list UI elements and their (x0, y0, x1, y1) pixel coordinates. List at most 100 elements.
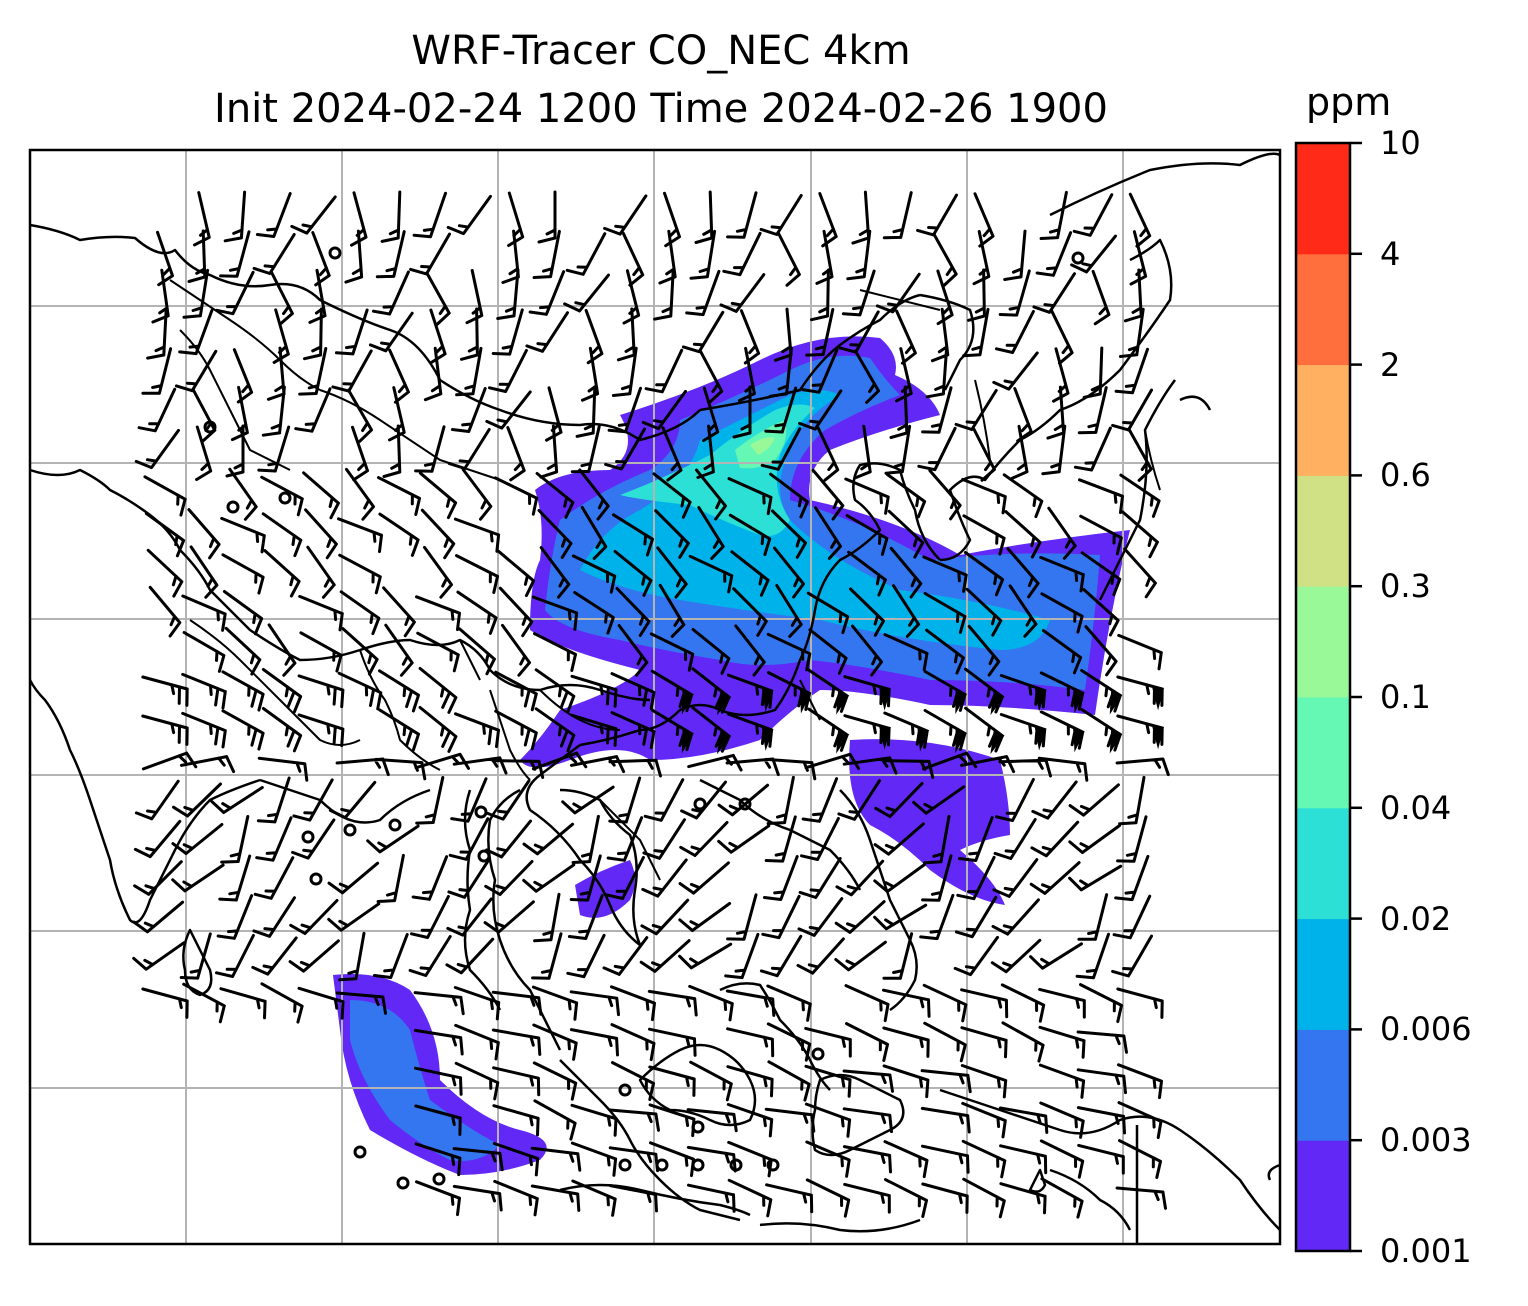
wind-barb (808, 628, 848, 675)
wind-barb (999, 713, 1047, 751)
colorbar-segment (1296, 586, 1350, 698)
wind-barb (450, 777, 488, 823)
wind-barb (1114, 347, 1149, 395)
wind-barb (414, 1066, 463, 1096)
wind-barb (415, 595, 461, 632)
wind-barb (181, 711, 227, 749)
calm-wind-marker (477, 849, 491, 863)
wind-barb (501, 229, 520, 284)
wind-barb (414, 425, 446, 473)
wind-barb (1123, 268, 1143, 323)
wind-barb (1068, 864, 1123, 892)
wind-barb (1077, 386, 1108, 435)
wind-barb (921, 1182, 969, 1214)
wind-barb (834, 900, 886, 934)
wind-barb (453, 517, 501, 553)
calm-wind-markers (203, 246, 1085, 1190)
wind-barb (378, 669, 420, 713)
wind-barb (759, 934, 803, 978)
wind-barb (382, 424, 402, 478)
wind-barb (921, 386, 953, 434)
wind-barb (1070, 234, 1117, 274)
wind-barb (807, 668, 850, 715)
wind-barb (653, 268, 675, 321)
wind-barb (261, 707, 303, 753)
wind-barb (766, 1022, 812, 1062)
wind-barb (303, 307, 323, 361)
wind-barb (565, 232, 607, 276)
colorbar-tick-label: 4 (1380, 234, 1401, 273)
calm-wind-marker (343, 823, 357, 837)
wind-barb (171, 823, 224, 855)
wind-barb (838, 310, 880, 354)
calm-wind-marker (203, 420, 217, 434)
wind-barb (384, 623, 414, 677)
wind-barb (189, 545, 219, 599)
wind-barb (1076, 1106, 1126, 1135)
wind-barb (732, 385, 752, 439)
wind-barb (563, 273, 610, 313)
wind-barb (678, 942, 733, 970)
wind-barb (447, 428, 491, 470)
calm-wind-marker (691, 1120, 705, 1134)
wind-barb (454, 1023, 500, 1061)
wind-barb (608, 1146, 659, 1173)
wind-barb (603, 194, 648, 236)
wind-barb (530, 1184, 581, 1212)
wind-barb (641, 858, 688, 898)
wind-barb (617, 624, 649, 677)
colorbar-tick-label: 0.04 (1380, 788, 1452, 827)
wind-barb (764, 1107, 816, 1133)
wind-barb (875, 272, 921, 314)
wind-barb (187, 229, 207, 283)
wind-barb (263, 549, 301, 598)
wind-barb (1112, 894, 1152, 940)
wind-barb (561, 785, 615, 815)
wind-barb (270, 271, 294, 326)
wind-barb (920, 1106, 971, 1134)
wind-barb (260, 982, 304, 1024)
wind-barb (146, 548, 184, 598)
wind-barb (679, 821, 729, 857)
wind-barb (341, 627, 379, 676)
wind-barb (805, 1140, 851, 1178)
wind-barb (289, 899, 339, 935)
wind-barb (837, 779, 881, 821)
wind-barb (688, 984, 734, 1022)
wind-barb (533, 1099, 577, 1141)
wind-barb (954, 895, 998, 939)
wind-barb (1116, 675, 1165, 711)
wind-barb (882, 191, 913, 240)
wind-barb (678, 902, 732, 932)
wind-barb (1046, 385, 1066, 440)
wind-barb (607, 386, 642, 434)
colorbar-segment (1296, 364, 1350, 476)
wind-barb (923, 1021, 967, 1063)
wind-barb (534, 668, 576, 714)
wind-barb (174, 349, 218, 393)
wind-barb (413, 1028, 464, 1056)
colorbar-segment (1296, 475, 1350, 587)
wind-barb (429, 308, 447, 365)
wind-barb (1039, 1101, 1085, 1139)
wind-barb (567, 894, 604, 940)
calm-wind-marker (766, 1158, 780, 1172)
wind-barb (413, 991, 465, 1016)
wind-barb (1116, 987, 1164, 1019)
calm-wind-marker (729, 1158, 743, 1172)
calm-wind-marker (655, 1158, 669, 1172)
wind-barb (921, 1144, 970, 1174)
wind-barb (531, 595, 579, 631)
wind-barb (1010, 424, 1029, 480)
wind-barb (232, 348, 254, 404)
wind-barbs (132, 190, 1170, 1219)
wind-barb (993, 818, 1037, 860)
wind-barb (796, 937, 845, 975)
wind-barb (1116, 815, 1148, 863)
wind-barb (539, 546, 571, 599)
wind-barb (414, 1142, 462, 1177)
wind-barb (450, 387, 487, 433)
wind-barb (973, 192, 995, 248)
wind-barb (344, 229, 364, 284)
wind-barb (525, 311, 569, 353)
